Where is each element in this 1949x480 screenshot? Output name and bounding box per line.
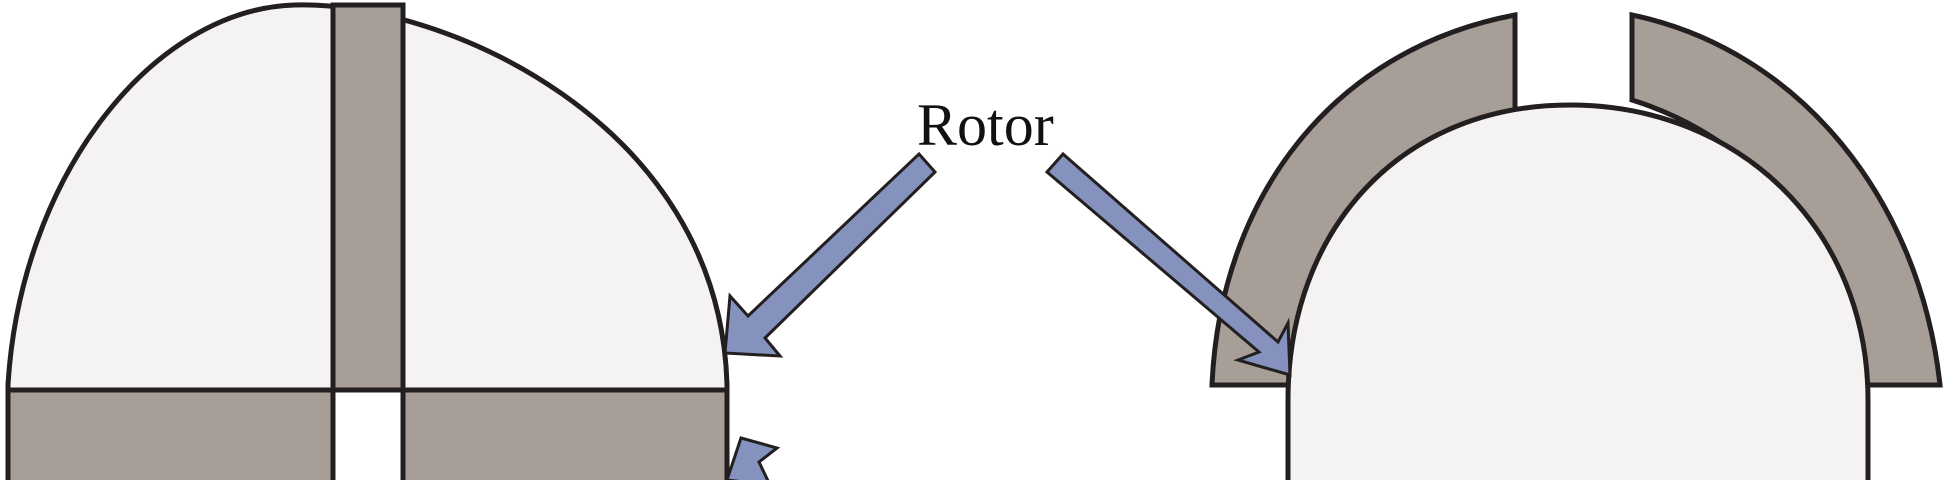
rotor-label: Rotor (917, 92, 1054, 158)
right-rotor-arrow (1044, 151, 1292, 378)
right-rotor (1285, 102, 1871, 480)
left-center-slot (330, 387, 406, 480)
rotor-annotation: Rotor (723, 92, 1292, 480)
right-machine (1209, 11, 1943, 480)
left-bottom-arrow (725, 436, 781, 480)
left-machine (5, 2, 730, 480)
left-rotor-arrow (723, 151, 938, 358)
left-vertical-bar (330, 2, 406, 393)
